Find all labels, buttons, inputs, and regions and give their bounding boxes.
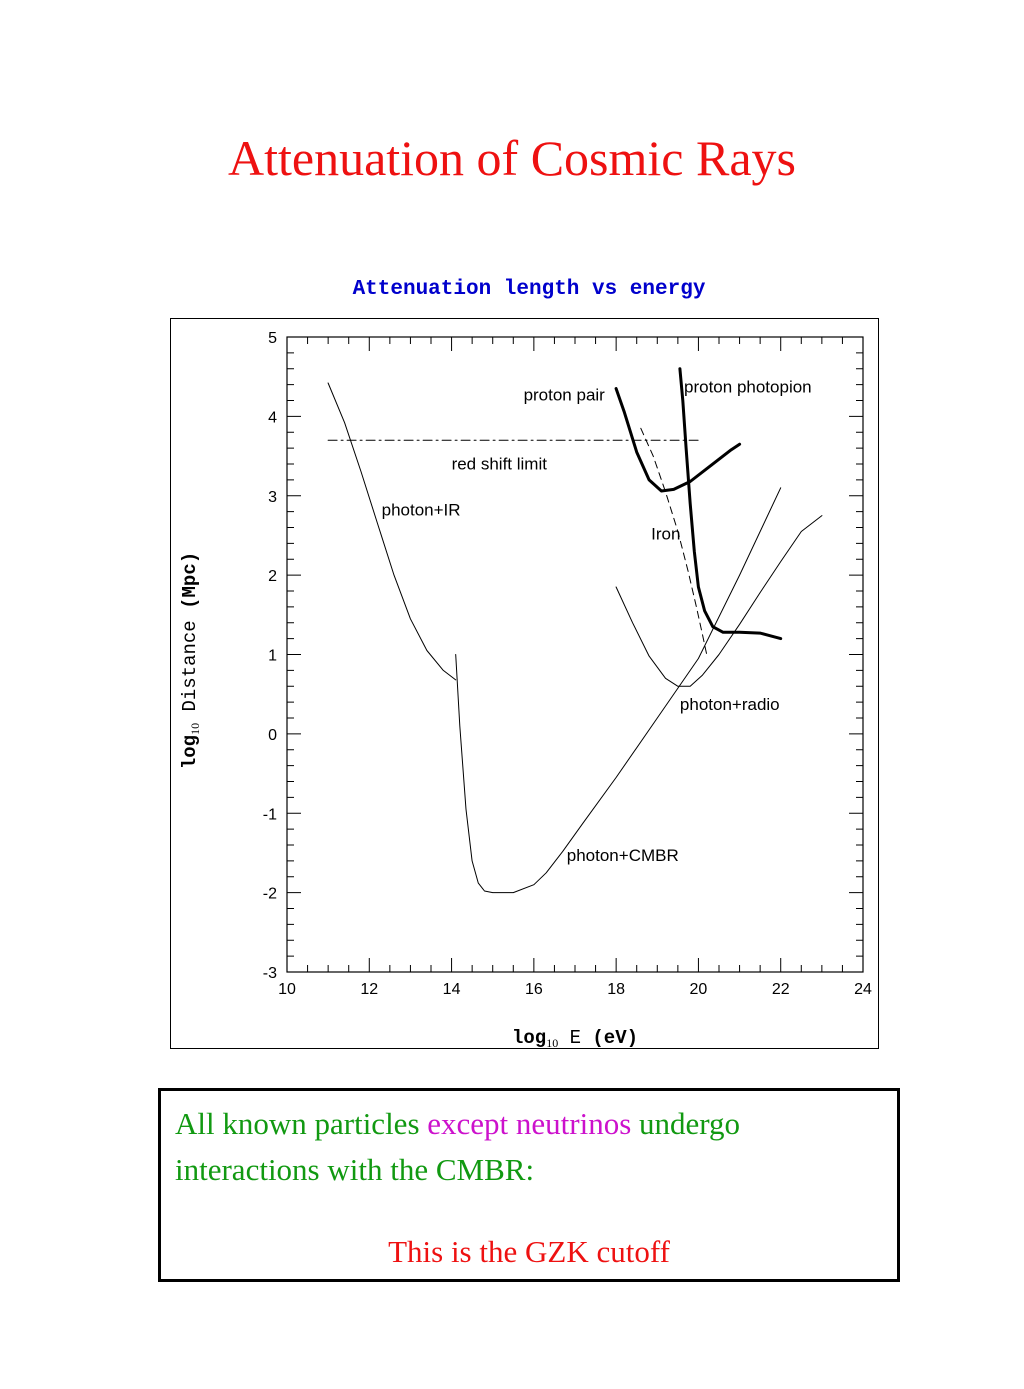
caption-box: All known particles except neutrinos und… <box>158 1088 900 1282</box>
plot-area-border <box>286 336 864 973</box>
x-tick-label: 12 <box>360 981 378 998</box>
series-proton-pair <box>614 387 742 493</box>
chart-title: Attenuation length vs energy <box>352 278 706 301</box>
x-tick-label: 20 <box>690 981 708 998</box>
series-photon-ir <box>327 382 457 681</box>
annotations: photon+IR red shift limit proton pair proto… <box>382 378 812 865</box>
gzk-cutoff-text: This is the GZK cutoff <box>388 1234 670 1269</box>
caption-text: All known particles except neutrinos und… <box>175 1101 885 1193</box>
series-photon-cmbr <box>455 487 782 894</box>
label-red-shift-limit: red shift limit <box>452 455 548 474</box>
y-tick-label: -2 <box>263 886 277 903</box>
series-proton-photopion <box>678 367 783 641</box>
y-tick-label: 4 <box>268 409 277 426</box>
label-proton-pair: proton pair <box>524 386 606 405</box>
y-axis-label: log10 Distance (Mpc) <box>179 552 202 769</box>
y-tick-label: 2 <box>268 568 277 585</box>
caption-part-particles: All known particles <box>175 1106 428 1141</box>
label-photon-cmbr: photon+CMBR <box>567 846 679 865</box>
plot-frame: 10 12 14 16 18 20 22 24 5 4 3 2 1 0 -1 -2 -3 photon+IR re… <box>170 318 879 1049</box>
y-tick-label: -1 <box>263 806 277 823</box>
y-tick-label: 1 <box>268 648 277 665</box>
x-axis-label: log10 E (eV) <box>512 1027 638 1048</box>
label-iron: Iron <box>651 524 680 543</box>
y-tick-label: 5 <box>268 330 277 347</box>
x-tick-label: 14 <box>443 981 461 998</box>
label-photon-radio: photon+radio <box>680 695 780 714</box>
y-tick-label: -3 <box>263 965 277 982</box>
label-proton-photopion: proton photopion <box>684 378 812 397</box>
axis-labels: log10 E (eV) log10 Distance (Mpc) <box>179 552 638 1048</box>
x-tick-label: 24 <box>854 981 872 998</box>
x-tick-label: 16 <box>525 981 543 998</box>
x-tick-label: 10 <box>278 981 296 998</box>
series-lines <box>327 367 823 894</box>
slide-title: Attenuation of Cosmic Rays <box>228 130 796 186</box>
y-tick-label: 3 <box>268 489 277 506</box>
y-tick-label: 0 <box>268 727 277 744</box>
caption-part-neutrinos: except neutrinos <box>427 1106 632 1141</box>
label-photon-ir: photon+IR <box>382 501 461 520</box>
x-tick-label: 18 <box>607 981 625 998</box>
caption-part-interactions: undergo interactions with the CMBR: <box>175 1106 741 1187</box>
x-tick-label: 22 <box>772 981 790 998</box>
series-iron <box>640 427 708 655</box>
series-photon-radio <box>615 515 823 687</box>
